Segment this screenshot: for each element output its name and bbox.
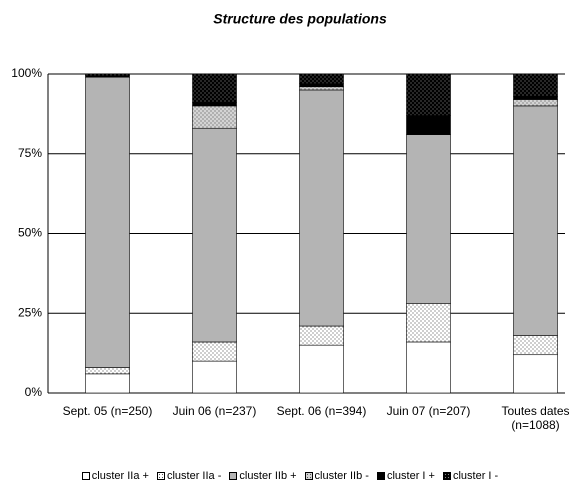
x-tick-label: Juin 06 (n=237) <box>172 404 257 418</box>
y-tick-label: 0% <box>25 385 43 399</box>
bar-segment <box>513 99 558 107</box>
x-tick-label: Sept. 05 (n=250) <box>62 404 153 418</box>
bar-segment <box>192 73 237 104</box>
legend-swatch <box>442 472 451 480</box>
bar-segment <box>192 341 237 362</box>
legend-label: cluster IIb + <box>239 470 297 482</box>
chart-title: Structure des populations <box>213 11 387 27</box>
bar-segment <box>299 86 344 91</box>
bar-segment <box>406 303 451 343</box>
bar-segment <box>85 373 130 394</box>
legend-label: cluster IIa - <box>166 470 222 482</box>
legend-label: cluster IIa + <box>91 470 149 482</box>
x-tick-label: Juin 07 (n=207) <box>386 404 471 418</box>
bar-segment <box>406 73 451 116</box>
legend-swatch <box>156 472 165 480</box>
bar-segment <box>192 102 237 107</box>
legend-label: cluster IIb - <box>314 470 369 482</box>
bar-segment <box>406 134 451 304</box>
x-tick-label: Toutes dates (n=1088) <box>501 404 570 432</box>
bar-segment <box>513 73 558 97</box>
legend-item: cluster IIb - <box>304 470 369 482</box>
bar-segment <box>513 96 558 100</box>
y-tick-label: 100% <box>11 66 42 80</box>
bar-segment <box>192 127 237 343</box>
bar-segment <box>299 83 344 88</box>
x-tick-label: Sept. 06 (n=394) <box>276 404 367 418</box>
y-tick-label: 75% <box>18 146 42 160</box>
bar-segment <box>192 360 237 394</box>
legend-label: cluster I + <box>386 470 435 482</box>
legend-swatch <box>304 472 313 480</box>
bar-segment <box>85 367 130 375</box>
legend-item: cluster I - <box>442 470 499 482</box>
y-tick-label: 50% <box>18 226 42 240</box>
bar-segment <box>85 76 130 368</box>
bar-segment <box>85 73 130 76</box>
legend-swatch <box>81 472 90 480</box>
bar-segment <box>513 354 558 394</box>
bar-segment <box>192 105 237 129</box>
bar-segment <box>513 335 558 356</box>
legend-item: cluster I + <box>376 470 435 482</box>
legend-label: cluster I - <box>452 470 499 482</box>
bar-segment <box>406 341 451 394</box>
legend-item: cluster IIa + <box>81 470 149 482</box>
bar-segment <box>406 115 451 135</box>
legend-swatch <box>376 472 385 480</box>
bar-segment <box>299 344 344 394</box>
bar-segment <box>299 73 344 84</box>
bar-segment <box>299 325 344 346</box>
legend-item: cluster IIa - <box>156 470 222 482</box>
legend-item: cluster IIb + <box>229 470 297 482</box>
bar-segment <box>513 105 558 336</box>
bar-segment <box>299 89 344 327</box>
legend-swatch <box>229 472 238 480</box>
y-tick-label: 25% <box>18 305 42 319</box>
legend: cluster IIa + cluster IIa - cluster IIb + c… <box>0 470 580 482</box>
